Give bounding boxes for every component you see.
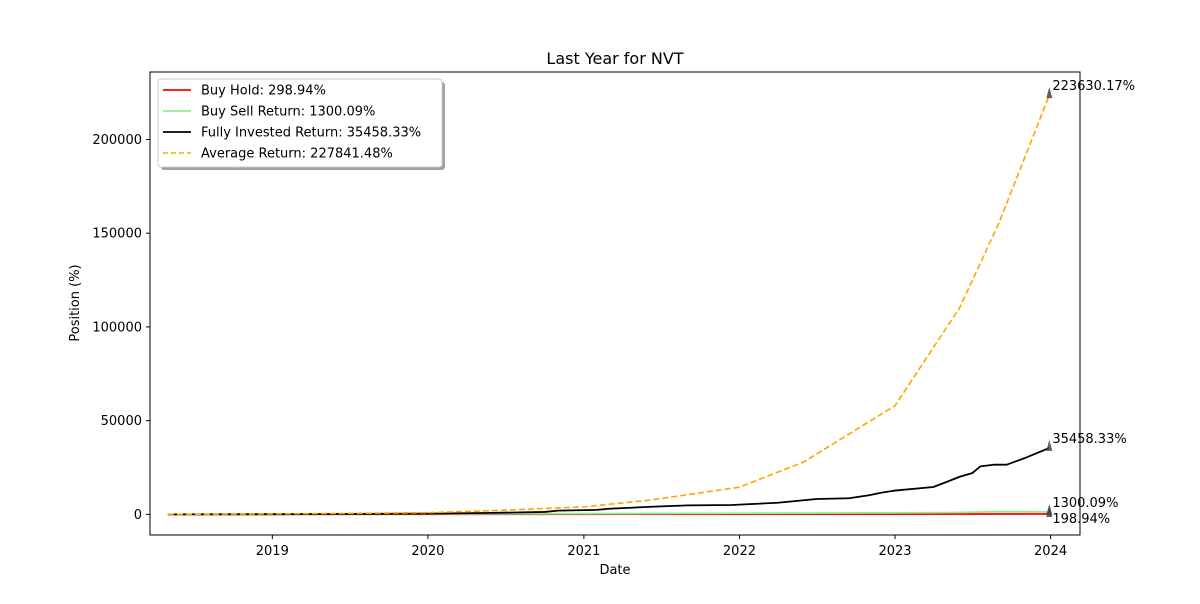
x-tick-label: 2023 (878, 544, 911, 559)
x-tick-label: 2019 (256, 544, 289, 559)
x-tick-label: 2020 (411, 544, 444, 559)
x-axis-label: Date (599, 563, 630, 578)
end-label-4: 223630.17% (1052, 79, 1135, 94)
legend-label-3: Fully Invested Return: 35458.33% (201, 126, 421, 141)
y-tick-label: 200000 (92, 133, 142, 148)
y-tick-label: 150000 (92, 227, 142, 242)
y-tick-label: 0 (134, 508, 142, 523)
end-label-3: 35458.33% (1052, 432, 1126, 447)
legend: Buy Hold: 298.94% Buy Sell Return: 1300.0… (158, 79, 445, 170)
legend-label-4: Average Return: 227841.48% (201, 147, 393, 162)
end-label-2: 1300.09% (1052, 496, 1118, 511)
y-tick-label: 50000 (101, 414, 142, 429)
end-label-1: 198.94% (1052, 512, 1110, 527)
legend-label-2: Buy Sell Return: 1300.09% (201, 105, 375, 120)
legend-label-1: Buy Hold: 298.94% (201, 84, 326, 99)
y-axis-label: Position (%) (68, 264, 83, 341)
y-tick-label: 100000 (92, 320, 142, 335)
chart-title: Last Year for NVT (546, 49, 683, 68)
x-tick-label: 2022 (723, 544, 756, 559)
x-tick-label: 2024 (1034, 544, 1067, 559)
x-tick-label: 2021 (567, 544, 600, 559)
